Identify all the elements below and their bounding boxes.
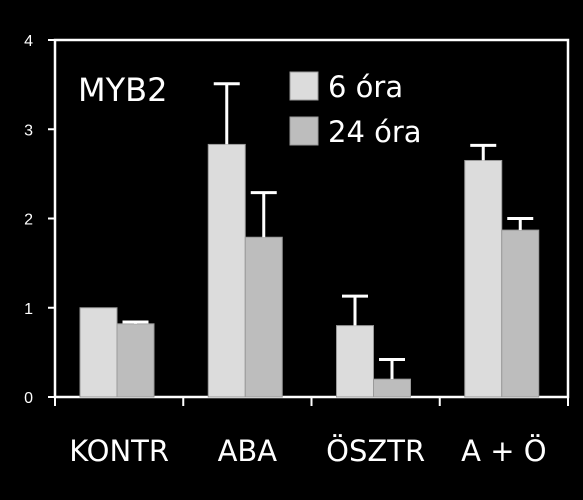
bar-24h bbox=[244, 236, 283, 398]
x-category-label: ABA bbox=[218, 434, 278, 468]
bar-24h bbox=[373, 378, 411, 398]
x-category-label: A + Ö bbox=[461, 434, 546, 468]
legend-swatch bbox=[289, 116, 319, 146]
bars bbox=[79, 143, 540, 398]
error-bars bbox=[122, 82, 534, 380]
x-category-label: ÖSZTR bbox=[326, 434, 425, 468]
legend: 6 óra 24 óra bbox=[289, 70, 422, 149]
legend-swatch bbox=[289, 71, 319, 101]
y-axis: 0 1 2 3 4 bbox=[24, 33, 55, 407]
x-axis: KONTR ABA ÖSZTR A + Ö bbox=[54, 397, 569, 468]
y-tick-label: 1 bbox=[24, 301, 33, 318]
bar-6h bbox=[207, 143, 246, 398]
chart-title: MYB2 bbox=[78, 71, 167, 109]
bar-24h bbox=[501, 229, 540, 398]
y-tick-label: 4 bbox=[24, 33, 33, 50]
y-tick-label: 2 bbox=[24, 212, 33, 229]
bar-6h bbox=[336, 325, 374, 398]
x-category-label: KONTR bbox=[69, 434, 169, 468]
legend-label: 24 óra bbox=[328, 115, 422, 149]
bar-6h bbox=[79, 307, 118, 398]
legend-label: 6 óra bbox=[328, 70, 403, 104]
y-tick-label: 0 bbox=[24, 390, 33, 407]
y-tick-label: 3 bbox=[24, 122, 33, 139]
bar-6h bbox=[464, 159, 503, 398]
bar-24h bbox=[116, 323, 155, 398]
